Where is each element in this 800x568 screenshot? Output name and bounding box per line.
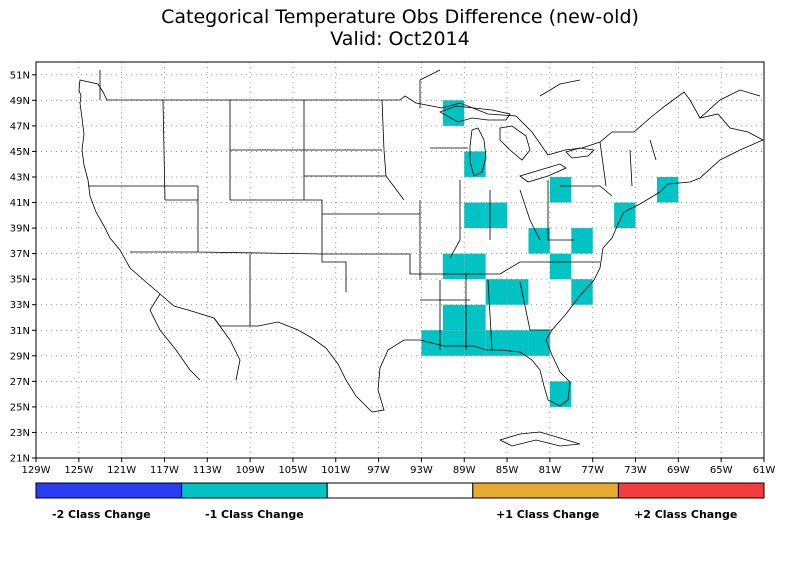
- lat-label-4: 29N: [10, 351, 30, 362]
- lon-label-1: 125W: [64, 465, 93, 476]
- map-frame: [36, 62, 764, 458]
- latitude-tick-labels: 21N 23N 25N 27N 29N 31N 33N 35N 37N 39N 41N 43N 45N 4…: [10, 70, 36, 465]
- lon-label-17: 61W: [753, 465, 776, 476]
- lat-label-2: 25N: [10, 402, 30, 413]
- state-lines: [88, 99, 657, 351]
- map-subtitle: Valid: Oct2014: [330, 28, 470, 50]
- lake-michigan: [469, 127, 487, 177]
- border-lines: [99, 69, 761, 381]
- lon-label-5: 109W: [236, 465, 265, 476]
- lat-label-11: 43N: [10, 172, 30, 183]
- lon-label-0: 129W: [22, 465, 51, 476]
- cell-minus1-19: [464, 330, 486, 356]
- cell-minus1-10: [464, 253, 486, 280]
- cell-minus1-16: [464, 304, 486, 331]
- cell-minus1-2: [549, 176, 572, 203]
- lake-superior: [439, 105, 511, 123]
- cell-minus1-22: [528, 330, 550, 356]
- cell-minus1-3: [656, 176, 679, 203]
- lon-label-3: 117W: [150, 465, 179, 476]
- cell-minus1-18: [442, 330, 465, 356]
- lat-label-5: 31N: [10, 326, 30, 337]
- lat-label-6: 33N: [10, 300, 30, 311]
- lon-label-8: 97W: [367, 465, 390, 476]
- lat-label-1: 23N: [10, 428, 30, 439]
- lon-label-7: 101W: [321, 465, 350, 476]
- lon-label-6: 105W: [278, 465, 307, 476]
- lat-label-0: 21N: [10, 454, 30, 465]
- lon-label-2: 121W: [107, 465, 136, 476]
- lon-label-12: 81W: [539, 465, 562, 476]
- map-title: Categorical Temperature Obs Difference (…: [161, 6, 639, 28]
- lon-label-13: 77W: [581, 465, 604, 476]
- lon-label-11: 85W: [496, 465, 519, 476]
- legend-label-plus2: +2 Class Change: [634, 508, 738, 521]
- cell-minus1-21: [507, 330, 529, 356]
- lat-label-10: 41N: [10, 198, 30, 209]
- legend-swatch-0: [35, 482, 183, 499]
- lon-label-16: 65W: [710, 465, 733, 476]
- us-boundaries: [78, 69, 764, 447]
- cell-minus1-23: [549, 381, 572, 407]
- legend-label-minus2: -2 Class Change: [52, 508, 151, 521]
- lon-label-10: 89W: [453, 465, 476, 476]
- lake-erie: [519, 163, 567, 183]
- legend-swatch-4: [617, 482, 765, 499]
- cell-minus1-5: [485, 202, 508, 229]
- cell-minus1-0: [442, 100, 465, 126]
- cell-minus1-7: [528, 228, 550, 254]
- longitude-tick-labels: 129W 125W 121W 117W 113W 109W 105W 101W 97W 93W 89…: [22, 458, 776, 476]
- cell-minus1-12: [485, 279, 508, 305]
- legend-swatch-1: [181, 482, 328, 499]
- lat-label-12: 45N: [10, 147, 30, 158]
- lat-label-7: 35N: [10, 275, 30, 286]
- lon-label-4: 113W: [193, 465, 222, 476]
- legend-label-plus1: +1 Class Change: [496, 508, 600, 521]
- lat-label-13: 47N: [10, 121, 30, 132]
- difference-cells: [421, 100, 679, 407]
- cuba-outline: [498, 431, 581, 447]
- legend-color-bar: [35, 482, 765, 499]
- legend-label-minus1: -1 Class Change: [205, 508, 304, 521]
- lake-ontario: [565, 147, 595, 159]
- lat-label-9: 39N: [10, 224, 30, 235]
- legend-swatch-2: [326, 482, 474, 499]
- lat-label-14: 49N: [10, 96, 30, 107]
- lat-label-15: 51N: [10, 70, 30, 81]
- legend-swatch-3: [472, 482, 619, 499]
- cell-minus1-11: [549, 253, 572, 280]
- lat-label-8: 37N: [10, 249, 30, 260]
- cell-minus1-6: [614, 202, 636, 229]
- lat-lon-grid: [36, 62, 764, 458]
- lake-huron: [499, 125, 531, 161]
- lon-label-9: 93W: [410, 465, 433, 476]
- map-border: [35, 61, 765, 459]
- cell-minus1-1: [464, 151, 486, 177]
- cell-minus1-20: [485, 330, 508, 356]
- cell-minus1-13: [507, 279, 529, 305]
- lon-label-14: 73W: [624, 465, 647, 476]
- lat-label-3: 27N: [10, 377, 30, 388]
- cell-minus1-15: [442, 304, 465, 331]
- cell-minus1-4: [464, 202, 486, 229]
- cell-minus1-9: [442, 253, 465, 280]
- cell-minus1-14: [571, 279, 593, 305]
- cell-minus1-8: [571, 228, 593, 254]
- lon-label-15: 69W: [667, 465, 690, 476]
